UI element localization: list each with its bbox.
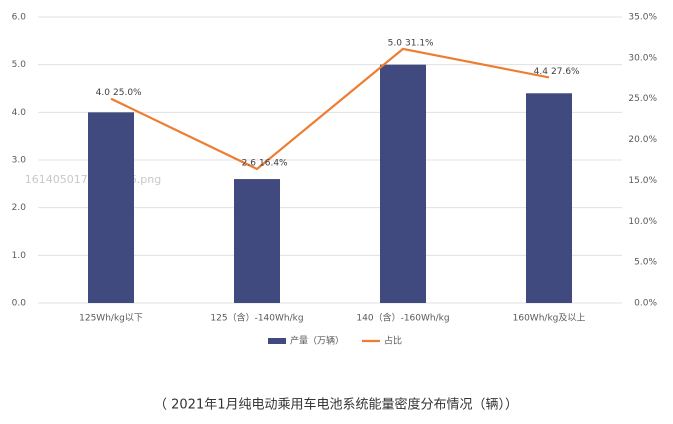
y2-tick-label: 30.0% (628, 53, 657, 63)
line (110, 47, 550, 171)
bar (234, 179, 280, 303)
y2-tick-label: 5.0% (634, 258, 657, 268)
y2-tick-label: 10.0% (628, 217, 657, 227)
data-label: 31.1% (405, 38, 434, 48)
y-tick-label: 3.0 (12, 156, 27, 166)
y2-tick-label: 20.0% (628, 135, 657, 145)
y-tick-label: 1.0 (12, 251, 27, 261)
y2-tick-label: 35.0% (628, 13, 657, 23)
data-label: 5.0 (388, 38, 403, 48)
x-tick-label: 140（含）-160Wh/kg (356, 312, 449, 324)
y-tick-label: 4.0 (12, 108, 27, 118)
y-tick-label: 6.0 (12, 13, 27, 23)
data-label: 16.4% (259, 158, 288, 168)
legend-label: 占比 (384, 335, 402, 347)
x-tick-label: 125（含）-140Wh/kg (210, 312, 303, 324)
caption: （ 2021年1月纯电动乘用车电池系统能量密度分布情况（辆）） (154, 397, 518, 413)
y2-tick-label: 25.0% (628, 94, 657, 104)
data-label: 25.0% (113, 88, 142, 98)
bar (526, 93, 572, 304)
data-label: 27.6% (551, 67, 580, 77)
data-label: 4.0 (96, 88, 111, 98)
data-label: 4.4 (534, 67, 549, 77)
bar (88, 112, 134, 303)
x-tick-label: 160Wh/kg及以上 (513, 313, 586, 324)
y2-tick-label: 15.0% (628, 176, 657, 186)
y2-tick-label: 0.0% (634, 299, 657, 309)
bar (380, 64, 426, 304)
x-tick-label: 125Wh/kg以下 (79, 314, 143, 324)
legend-swatch (268, 338, 286, 344)
legend-label: 产量（万辆） (290, 335, 344, 347)
data-label: 2.6 (242, 158, 257, 168)
y-tick-label: 0.0 (12, 299, 27, 309)
y-tick-label: 2.0 (12, 203, 27, 213)
y-tick-label: 5.0 (12, 60, 27, 70)
